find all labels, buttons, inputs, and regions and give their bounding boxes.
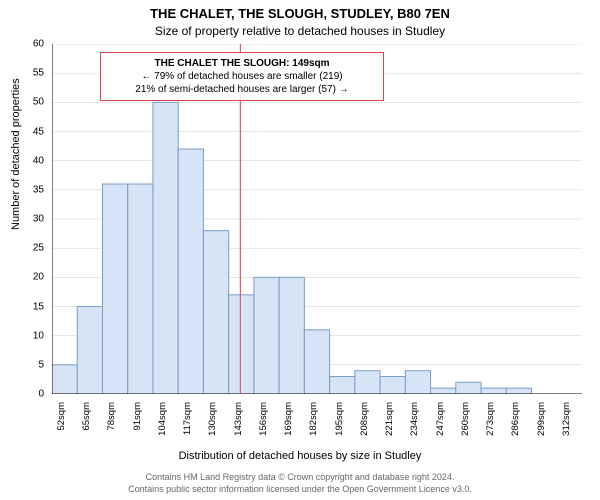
x-tick: 234sqm <box>409 402 420 442</box>
chart-container: THE CHALET, THE SLOUGH, STUDLEY, B80 7EN… <box>0 0 600 500</box>
x-tick: 52sqm <box>56 402 67 442</box>
x-tick: 169sqm <box>283 402 294 442</box>
footer-line-2: Contains public sector information licen… <box>0 484 600 494</box>
y-tick: 45 <box>24 126 44 137</box>
y-tick: 15 <box>24 301 44 312</box>
y-tick: 0 <box>24 389 44 400</box>
x-tick: 260sqm <box>460 402 471 442</box>
y-tick: 40 <box>24 155 44 166</box>
x-tick: 247sqm <box>435 402 446 442</box>
plot-area: THE CHALET THE SLOUGH: 149sqm ← 79% of d… <box>52 44 582 394</box>
x-tick: 195sqm <box>334 402 345 442</box>
callout-title: THE CHALET THE SLOUGH: 149sqm <box>107 57 377 70</box>
x-tick: 91sqm <box>132 402 143 442</box>
chart-title-sub: Size of property relative to detached ho… <box>0 24 600 38</box>
footer-line-1: Contains HM Land Registry data © Crown c… <box>0 472 600 482</box>
x-tick: 221sqm <box>384 402 395 442</box>
x-tick: 117sqm <box>182 402 193 442</box>
x-tick: 312sqm <box>561 402 572 442</box>
callout-line2: ← 79% of detached houses are smaller (21… <box>107 70 377 83</box>
y-tick: 60 <box>24 39 44 50</box>
y-tick: 55 <box>24 68 44 79</box>
y-tick: 20 <box>24 272 44 283</box>
x-tick: 143sqm <box>233 402 244 442</box>
y-tick: 30 <box>24 214 44 225</box>
callout-box: THE CHALET THE SLOUGH: 149sqm ← 79% of d… <box>100 52 384 101</box>
x-axis-label: Distribution of detached houses by size … <box>0 450 600 462</box>
y-axis-label: Number of detached properties <box>10 78 22 230</box>
x-tick: 78sqm <box>106 402 117 442</box>
x-tick: 156sqm <box>258 402 269 442</box>
x-tick: 130sqm <box>207 402 218 442</box>
y-tick: 5 <box>24 359 44 370</box>
y-tick: 50 <box>24 97 44 108</box>
x-tick: 208sqm <box>359 402 370 442</box>
x-tick: 286sqm <box>510 402 521 442</box>
x-tick: 182sqm <box>308 402 319 442</box>
y-tick: 35 <box>24 184 44 195</box>
x-tick: 104sqm <box>157 402 168 442</box>
x-tick: 65sqm <box>81 402 92 442</box>
chart-title-main: THE CHALET, THE SLOUGH, STUDLEY, B80 7EN <box>0 6 600 21</box>
x-tick: 299sqm <box>536 402 547 442</box>
y-tick: 25 <box>24 243 44 254</box>
y-tick: 10 <box>24 330 44 341</box>
x-tick: 273sqm <box>485 402 496 442</box>
callout-line3: 21% of semi-detached houses are larger (… <box>107 83 377 96</box>
